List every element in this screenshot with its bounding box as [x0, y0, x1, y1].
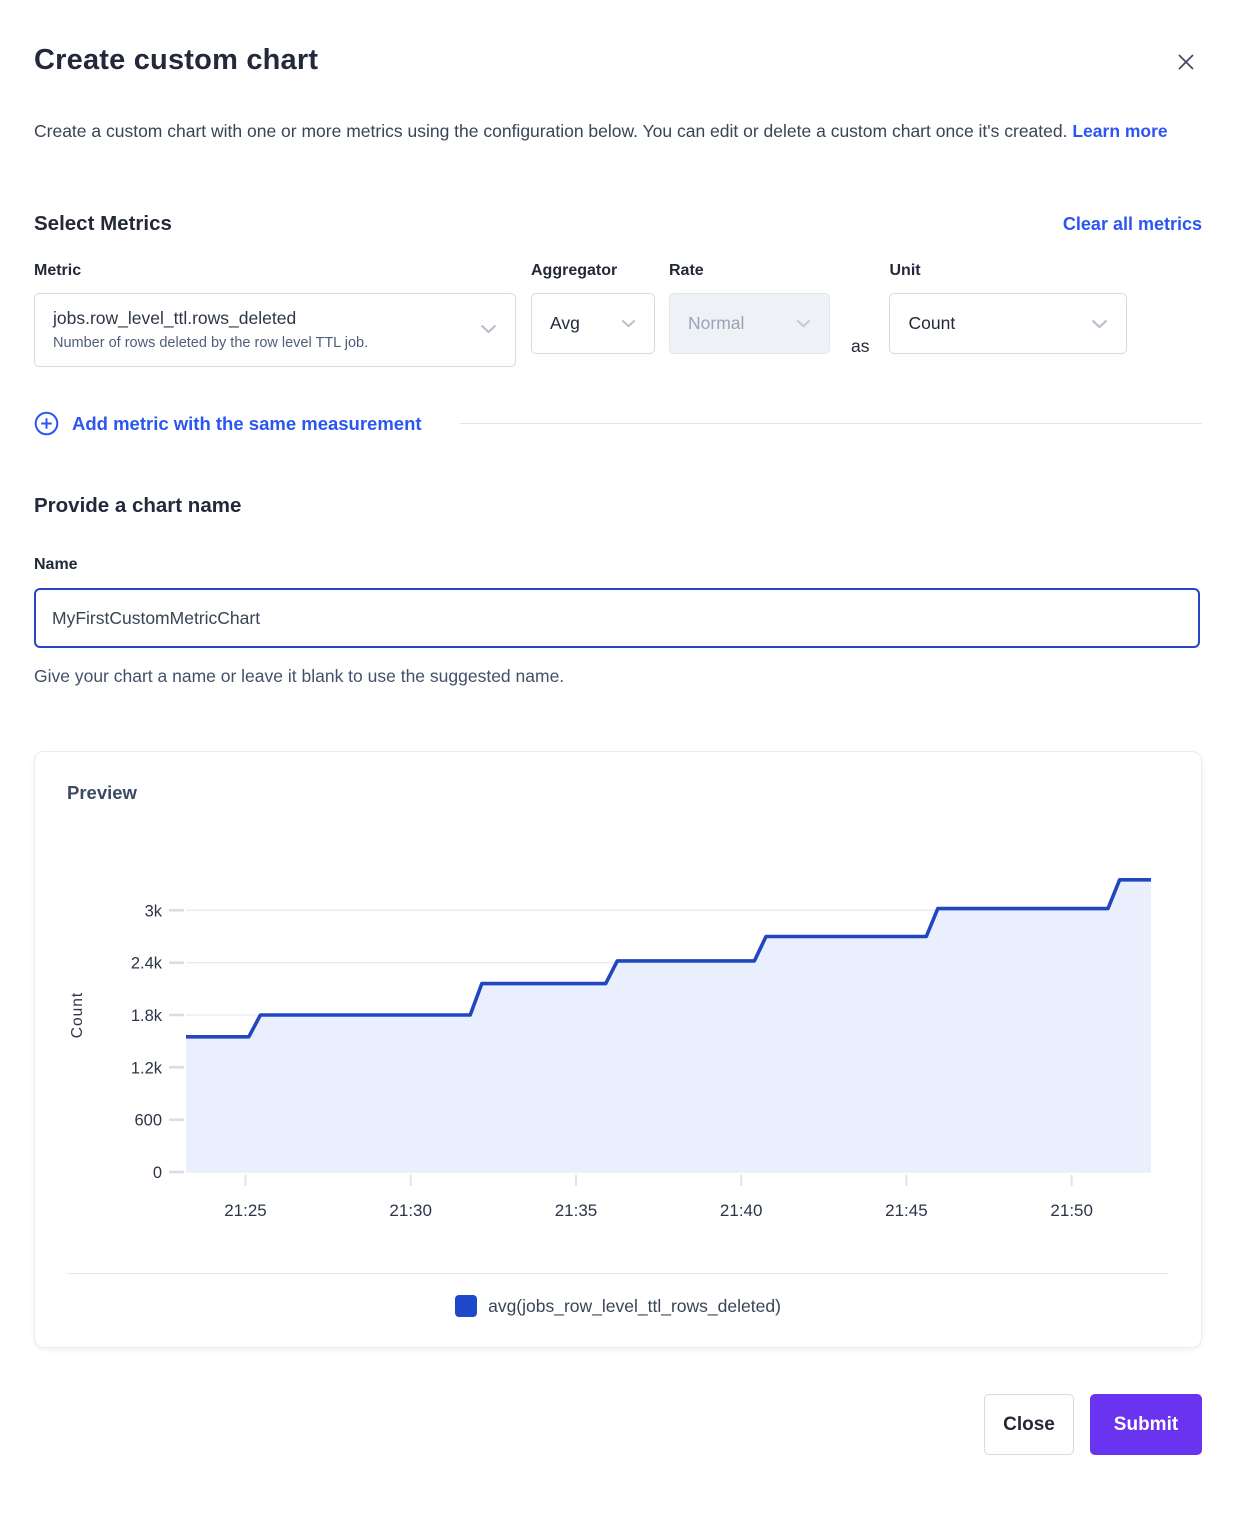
svg-text:600: 600	[134, 1112, 162, 1130]
metric-select-description: Number of rows deleted by the row level …	[53, 334, 369, 351]
preview-card: Preview 0 600 1.2k 1.8k 2.4k 3k 21:25 21:30 21:3…	[34, 751, 1202, 1348]
chart-name-input[interactable]	[34, 588, 1200, 648]
chart-name-heading: Provide a chart name	[34, 494, 242, 517]
svg-text:21:50: 21:50	[1050, 1201, 1093, 1220]
description-text: Create a custom chart with one or more m…	[34, 121, 1068, 141]
legend-label: avg(jobs_row_level_ttl_rows_deleted)	[488, 1295, 781, 1316]
metric-label: Metric	[34, 262, 82, 279]
name-label: Name	[34, 556, 78, 573]
chevron-down-icon	[480, 324, 497, 334]
svg-text:21:30: 21:30	[389, 1201, 432, 1220]
learn-more-link[interactable]: Learn more	[1072, 121, 1168, 141]
select-metrics-header: Select Metrics Clear all metrics	[34, 212, 1202, 236]
preview-chart-svg: 0 600 1.2k 1.8k 2.4k 3k 21:25 21:30 21:35 21:40 21…	[69, 878, 1151, 1220]
select-metrics-heading: Select Metrics	[34, 212, 172, 235]
svg-text:21:35: 21:35	[555, 1201, 598, 1220]
close-modal-button[interactable]: Close	[984, 1394, 1074, 1455]
legend-divider	[67, 1273, 1169, 1274]
svg-text:1.2k: 1.2k	[131, 1059, 163, 1077]
close-icon	[1174, 50, 1198, 74]
add-metric-row: Add metric with the same measurement	[34, 411, 1202, 436]
svg-text:1.8k: 1.8k	[131, 1007, 163, 1025]
svg-text:21:45: 21:45	[885, 1201, 928, 1220]
aggregator-select-value: Avg	[550, 313, 580, 333]
svg-text:21:40: 21:40	[720, 1201, 763, 1220]
page-title: Create custom chart	[34, 44, 319, 76]
metric-select-value: jobs.row_level_ttl.rows_deleted	[53, 307, 297, 328]
legend-swatch	[455, 1295, 478, 1317]
aggregator-select[interactable]: Avg	[531, 293, 655, 354]
svg-text:2.4k: 2.4k	[131, 955, 163, 973]
svg-text:21:25: 21:25	[224, 1201, 267, 1220]
svg-text:Count: Count	[69, 992, 86, 1038]
chevron-down-icon	[1091, 319, 1108, 329]
modal-header: Create custom chart	[34, 0, 1202, 78]
add-metric-label: Add metric with the same measurement	[72, 412, 422, 434]
unit-select-value: Count	[908, 313, 956, 333]
unit-select[interactable]: Count	[889, 293, 1128, 354]
svg-text:0: 0	[153, 1164, 162, 1182]
chevron-down-icon	[796, 319, 811, 328]
divider	[459, 423, 1202, 424]
name-helper-text: Give your chart a name or leave it blank…	[34, 666, 565, 686]
metric-config-row: Metric jobs.row_level_ttl.rows_deleted N…	[34, 262, 1202, 367]
rate-select-value: Normal	[688, 313, 745, 333]
as-label: as	[851, 336, 870, 356]
add-metric-button[interactable]: Add metric with the same measurement	[34, 411, 422, 436]
preview-chart: 0 600 1.2k 1.8k 2.4k 3k 21:25 21:30 21:35 21:40 21…	[67, 848, 1169, 1223]
rate-select: Normal	[669, 293, 830, 354]
plus-circle-icon	[34, 411, 59, 436]
metric-select[interactable]: jobs.row_level_ttl.rows_deleted Number o…	[34, 293, 516, 367]
svg-text:3k: 3k	[145, 902, 163, 920]
rate-label: Rate	[669, 262, 704, 279]
aggregator-label: Aggregator	[531, 262, 618, 279]
create-custom-chart-modal: Create custom chart Create a custom char…	[34, 0, 1202, 1491]
clear-all-metrics-link[interactable]: Clear all metrics	[1062, 214, 1202, 234]
submit-button[interactable]: Submit	[1090, 1394, 1202, 1455]
modal-description: Create a custom chart with one or more m…	[34, 112, 1182, 150]
close-button[interactable]	[1170, 46, 1202, 78]
modal-footer: Close Submit	[34, 1394, 1202, 1491]
chevron-down-icon	[621, 319, 636, 328]
chart-legend: avg(jobs_row_level_ttl_rows_deleted)	[67, 1295, 1169, 1321]
unit-label: Unit	[889, 262, 921, 279]
preview-heading: Preview	[67, 782, 137, 803]
